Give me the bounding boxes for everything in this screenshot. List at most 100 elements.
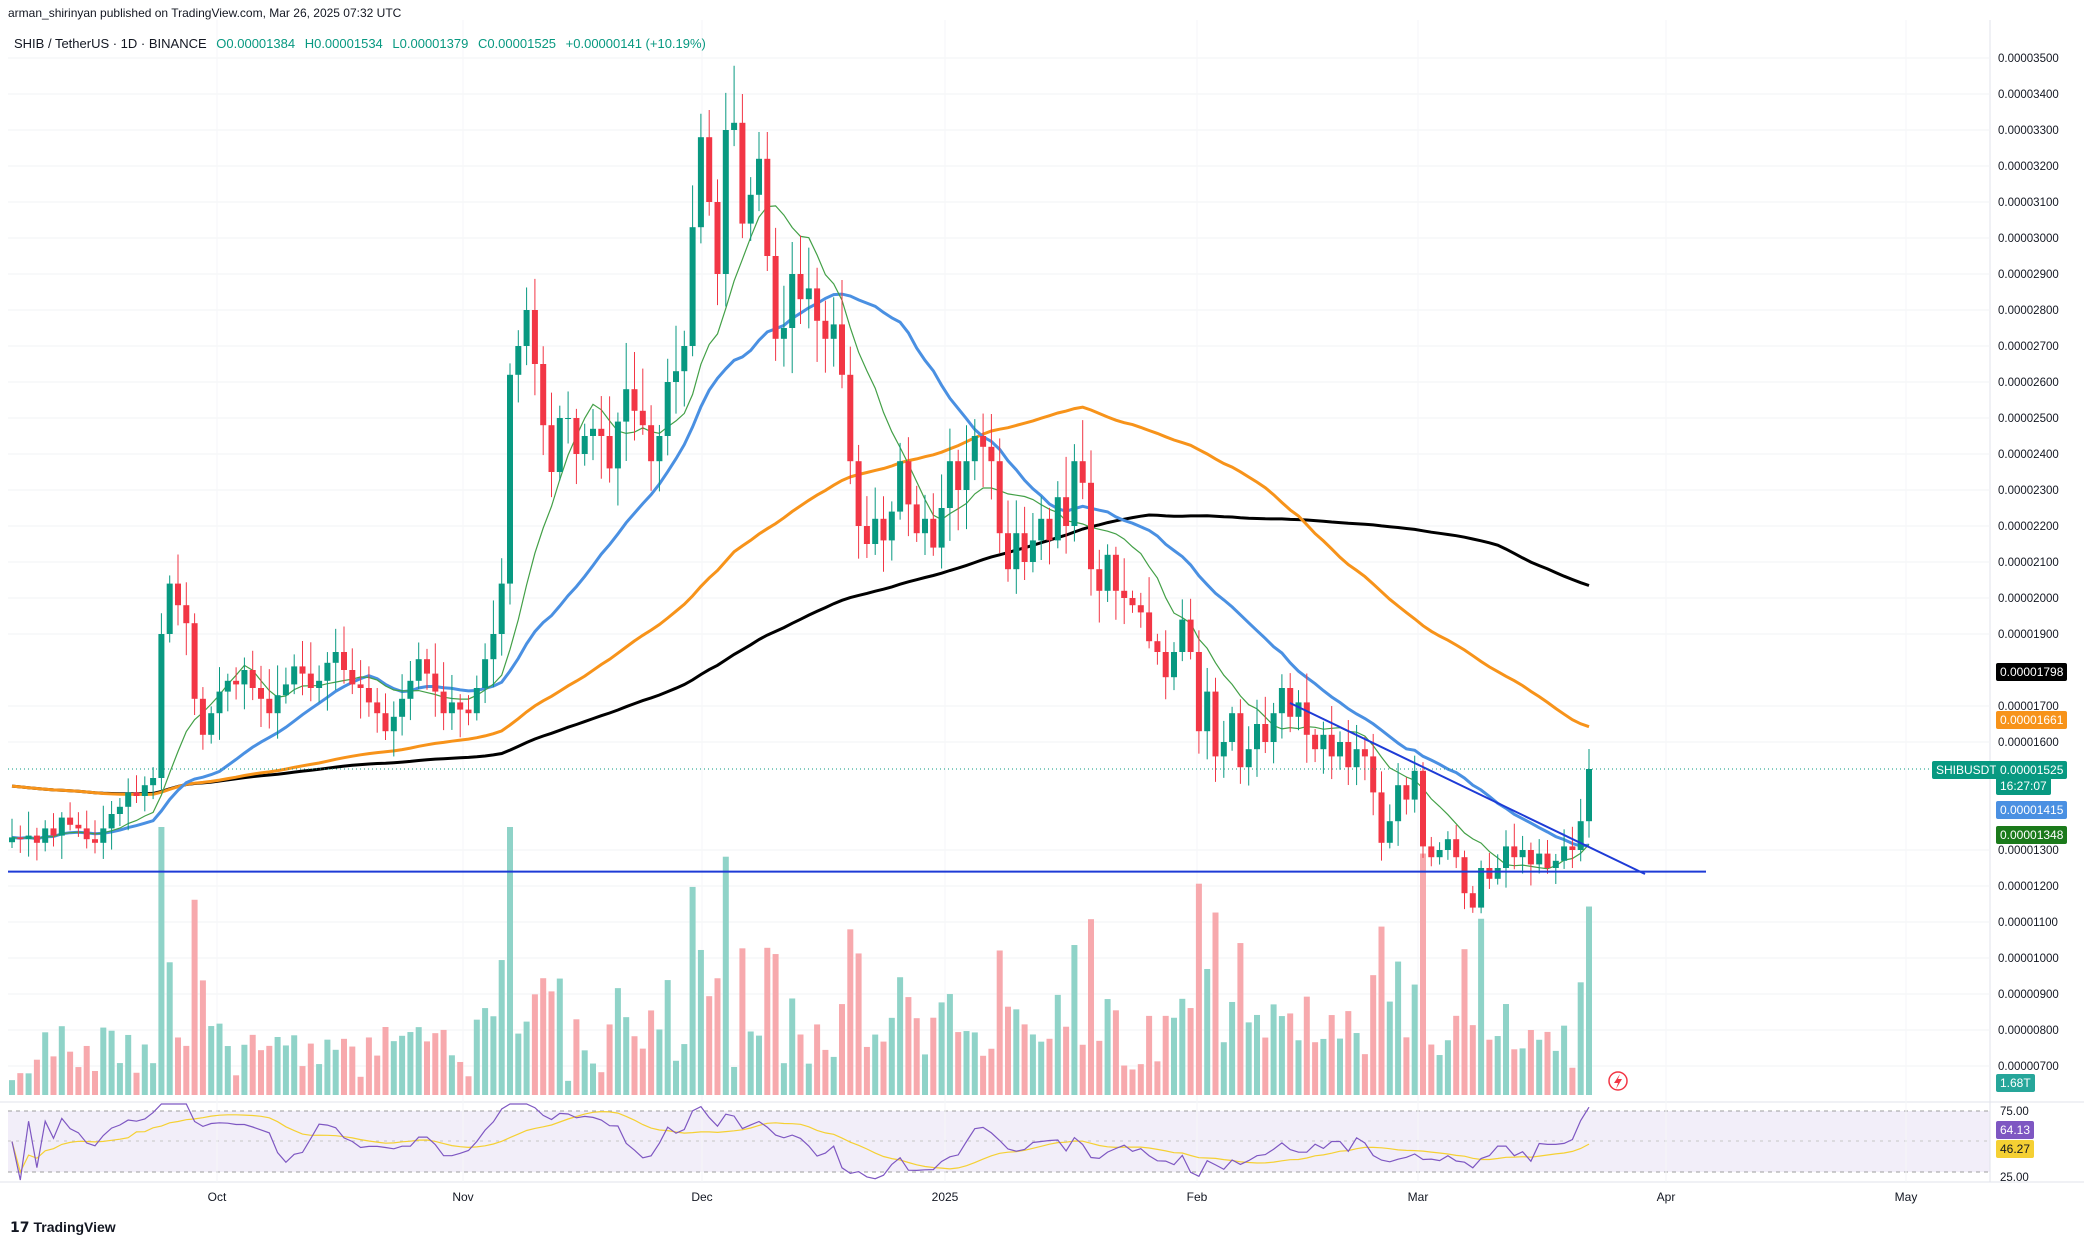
candle-body	[1503, 846, 1509, 868]
volume-bar	[316, 1064, 323, 1095]
candle-body	[706, 137, 713, 202]
candle-body	[1337, 742, 1343, 757]
volume-bar	[183, 1045, 190, 1095]
volume-bar	[1503, 1004, 1509, 1095]
volume-bar	[706, 996, 713, 1095]
y-tick-label: 0.00002400	[1998, 449, 2059, 461]
candle-body	[457, 702, 464, 710]
alert-icon-circle	[1608, 1071, 1628, 1091]
volume-bar	[656, 1029, 663, 1095]
volume-bar	[1254, 1014, 1260, 1095]
symbol-title[interactable]: SHIB / TetherUS · 1D · BINANCE	[14, 36, 207, 51]
y-tick-label: 0.00001100	[1998, 917, 2058, 929]
candle-body	[448, 702, 455, 714]
candle-body	[590, 428, 596, 436]
candle-body	[1577, 821, 1584, 850]
volume-bar	[175, 1037, 181, 1095]
volume-bar	[83, 1045, 90, 1095]
volume-bar	[1411, 984, 1418, 1095]
candle-body	[855, 461, 862, 526]
candle-body	[440, 691, 447, 714]
alert-icon	[1608, 1071, 1628, 1091]
candle-body	[274, 695, 281, 714]
y-tick-label: 0.00003100	[1998, 197, 2059, 209]
volume-bar	[341, 1038, 347, 1095]
volume-bar	[673, 1060, 679, 1095]
candle-body	[1312, 734, 1319, 750]
candle-body	[913, 504, 920, 534]
candle-body	[971, 436, 978, 462]
symbol-legend: SHIB / TetherUS · 1D · BINANCE O0.000013…	[14, 36, 712, 51]
x-tick-label: Nov	[452, 1190, 473, 1204]
candle-body	[299, 666, 306, 674]
volume-bar	[324, 1039, 331, 1095]
brand-name: TradingView	[33, 1219, 116, 1235]
candle-body	[1361, 749, 1368, 757]
y-tick-label: 0.00003300	[1998, 125, 2059, 137]
volume-bar	[573, 1019, 580, 1095]
volume-bar	[299, 1066, 306, 1095]
candle-body	[955, 461, 962, 490]
candle-body	[465, 709, 472, 714]
volume-bar	[33, 1059, 40, 1095]
volume-bar	[1021, 1024, 1028, 1095]
candle-body	[1029, 540, 1036, 562]
candle-body	[42, 828, 49, 843]
volume-bar	[1146, 1015, 1153, 1095]
y-tick-label: 0.00003000	[1998, 233, 2059, 245]
volume-bar	[714, 978, 721, 1095]
ohlc-change: +0.00000141 (+10.19%)	[565, 36, 706, 51]
candle-body	[1013, 533, 1020, 570]
candle-body	[1328, 734, 1335, 757]
rsi-line	[11, 1103, 1590, 1181]
volume-bar	[955, 1032, 962, 1095]
candle-body	[847, 374, 854, 462]
candle-body	[1569, 846, 1576, 850]
volume-bar	[1270, 1004, 1277, 1095]
volume-bar	[548, 991, 555, 1095]
candle-body	[1378, 792, 1385, 843]
candle-body	[1536, 853, 1543, 865]
candle-body	[731, 122, 738, 130]
volume-bar	[540, 978, 547, 1095]
volume-bar	[731, 1066, 738, 1095]
volume-bar	[482, 1008, 489, 1095]
volume-bar	[382, 1027, 389, 1095]
candle-body	[897, 461, 904, 512]
candle-body	[1461, 857, 1468, 894]
candle-body	[282, 684, 289, 696]
candle-body	[863, 526, 870, 544]
volume-bar	[814, 1024, 821, 1095]
lightning-icon	[1614, 1074, 1622, 1089]
y-tick-label: 0.00002700	[1998, 341, 2059, 353]
candle-body	[938, 508, 945, 548]
volume-bar	[1461, 949, 1468, 1095]
volume-bar	[1353, 1033, 1360, 1095]
candle-body	[1270, 713, 1277, 742]
tradingview-logo[interactable]: 𝟭𝟳 TradingView	[10, 1219, 116, 1236]
y-tick-label: 0.00001300	[1998, 845, 2059, 857]
volume-bar	[75, 1067, 82, 1095]
candle-body	[83, 828, 90, 840]
candle-body	[1204, 691, 1211, 732]
volume-bar	[415, 1027, 422, 1095]
candle-body	[1561, 846, 1568, 861]
candle-body	[266, 698, 273, 714]
candle-body	[100, 828, 107, 843]
candle-body	[108, 814, 115, 829]
x-tick-label: May	[1895, 1190, 1918, 1204]
candle-body	[424, 659, 430, 674]
candle-body	[988, 446, 995, 462]
candle-body	[216, 691, 223, 714]
volume-bar	[1320, 1038, 1327, 1095]
candle-body	[365, 688, 372, 703]
volume-bar	[1137, 1064, 1144, 1095]
volume-bar	[1345, 1011, 1352, 1095]
candle-body	[1403, 785, 1410, 800]
candle-body	[1220, 742, 1227, 757]
volume-bar	[1179, 998, 1186, 1095]
volume-bar	[291, 1035, 298, 1095]
ohlc-high: H0.00001534	[304, 36, 383, 51]
volume-bar	[1436, 1055, 1443, 1095]
